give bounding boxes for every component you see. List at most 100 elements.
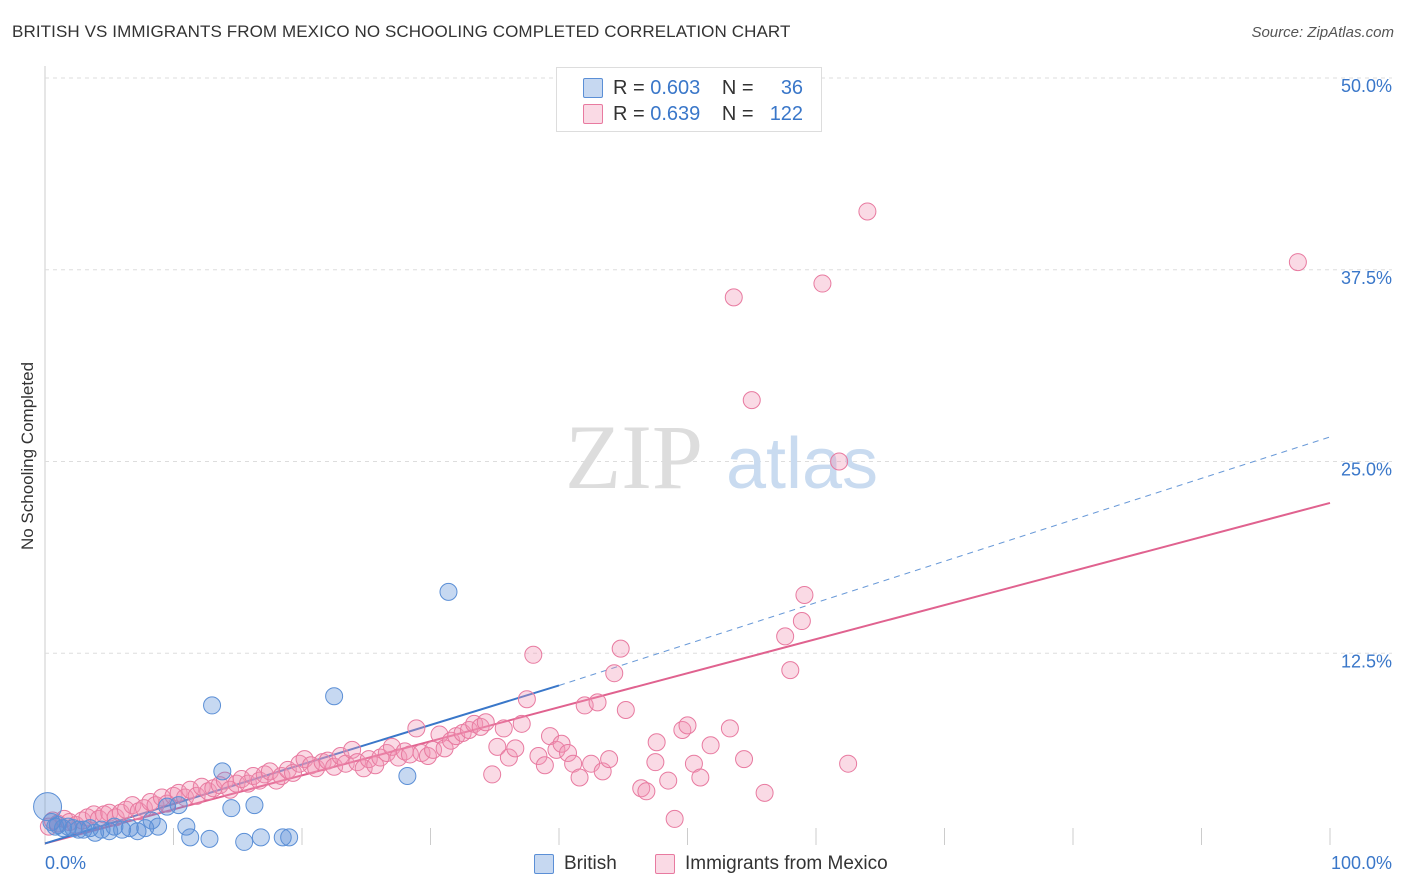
tick-labels: 12.5% 25.0% 37.5% 50.0% 0.0% 100.0% [45,76,1392,873]
point-mexico [354,759,373,778]
point-mexico [483,765,502,784]
point-mexico [278,760,297,779]
point-mexico [488,737,507,756]
point-mexico [678,716,697,735]
point-british [181,828,200,847]
point-british [200,829,219,848]
point-mexico [164,786,183,805]
point-british [158,797,177,816]
legend-n-label: N = [721,102,754,125]
point-mexico [659,771,678,790]
point-mexico [646,753,665,772]
legend-r-label: R = [613,76,645,99]
grid [44,66,1392,845]
x-tick-label: 100.0% [1331,853,1392,873]
point-mexico [187,786,206,805]
point-mexico [232,770,251,789]
point-mexico [742,391,761,410]
point-mexico [146,796,165,815]
legend-r-label: R = [613,102,645,125]
point-british [74,820,93,839]
point-mexico [795,585,814,604]
y-tick-label: 50.0% [1341,76,1392,96]
watermark: ZIP atlas [565,406,878,508]
legend-swatch-mexico [583,104,603,124]
point-british [222,799,241,818]
bottom-legend-label-mexico: Immigrants from Mexico [685,853,888,874]
bottom-legend-swatch-mexico [655,854,675,874]
point-mexico [792,612,811,631]
y-tick-label: 37.5% [1341,268,1392,288]
point-british [136,819,155,838]
bottom-legend-british: British [534,852,617,876]
legend-n-value: 36 [780,76,804,99]
point-british [213,762,232,781]
point-mexico [830,452,849,471]
point-mexico [407,719,426,738]
watermark-atlas: atlas [726,424,878,504]
legend-row-mexico: R = 0.639 N = 122 [583,102,803,126]
point-british [149,817,168,836]
point-mexico [169,783,188,802]
point-mexico [524,645,543,664]
point-british [398,766,417,785]
point-mexico [244,766,263,785]
point-mexico [632,779,651,798]
bottom-legend-label-british: British [564,853,617,874]
point-british [113,820,132,839]
point-mexico [371,748,390,767]
data-points [33,202,1307,851]
point-mexico [1288,253,1307,272]
point-british [235,832,254,851]
point-mexico [301,756,320,775]
point-mexico [755,783,774,802]
point-mexico [637,782,656,801]
legend-n-value: 122 [769,102,804,125]
point-british [273,828,292,847]
y-tick-label: 25.0% [1341,460,1392,480]
point-mexico [691,768,710,787]
point-mexico [325,757,344,776]
point-mexico [535,756,554,775]
source-label: Source: ZipAtlas.com [1251,24,1394,41]
point-mexico [435,739,454,758]
point-british [203,696,222,715]
point-mexico [781,661,800,680]
legend-r-value: 0.639 [650,102,701,125]
point-mexico [199,782,218,801]
legend: R = 0.603 N = 36 R = 0.639 N = 122 [556,67,822,132]
point-british [251,828,270,847]
point-mexico [724,288,743,307]
legend-swatch-british [583,78,603,98]
legend-row-british: R = 0.603 N = 36 [583,76,803,100]
point-mexico [476,713,495,732]
y-tick-label: 12.5% [1341,651,1392,671]
watermark-zip: ZIP [565,406,703,508]
legend-r-value: 0.603 [650,76,701,99]
point-british [169,796,188,815]
point-mexico [529,747,548,766]
point-mexico [701,736,720,755]
point-mexico [813,274,832,293]
trend-line-british-extension [558,436,1331,686]
point-mexico [552,734,571,753]
point-mexico [570,768,589,787]
point-british [177,817,196,836]
chart-title: BRITISH VS IMMIGRANTS FROM MEXICO NO SCH… [12,22,791,41]
trend-line-mexico [44,501,1331,845]
point-mexico [665,809,684,828]
point-mexico [600,750,619,769]
point-mexico [858,202,877,221]
point-british [280,828,299,847]
point-mexico [647,733,666,752]
point-mexico [512,714,531,733]
point-mexico [776,627,795,646]
point-mexico [517,690,536,709]
legend-n-label: N = [721,76,754,99]
point-mexico [499,748,518,767]
point-mexico [494,719,513,738]
point-mexico [611,639,630,658]
point-british [245,796,264,815]
point-mexico [605,664,624,683]
